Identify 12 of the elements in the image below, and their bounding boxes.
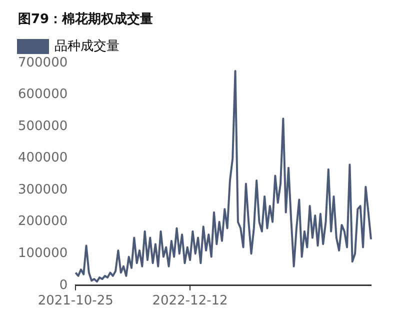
y-tick-label: 600000 xyxy=(18,87,68,102)
y-tick-label: 500000 xyxy=(18,118,68,134)
y-tick-label: 0 xyxy=(59,278,68,293)
x-tick-label: 2022-12-12 xyxy=(152,294,228,309)
legend-label: 品种成交量 xyxy=(54,38,120,54)
y-tick-label: 400000 xyxy=(18,150,68,166)
y-tick-label: 100000 xyxy=(18,246,68,262)
y-tick-label: 300000 xyxy=(18,182,68,198)
y-tick-label: 200000 xyxy=(18,214,68,230)
x-tick-label: 2021-10-25 xyxy=(38,294,114,309)
chart-title: 图79：棉花期权成交量 xyxy=(18,10,154,28)
y-tick-label: 700000 xyxy=(18,55,68,70)
